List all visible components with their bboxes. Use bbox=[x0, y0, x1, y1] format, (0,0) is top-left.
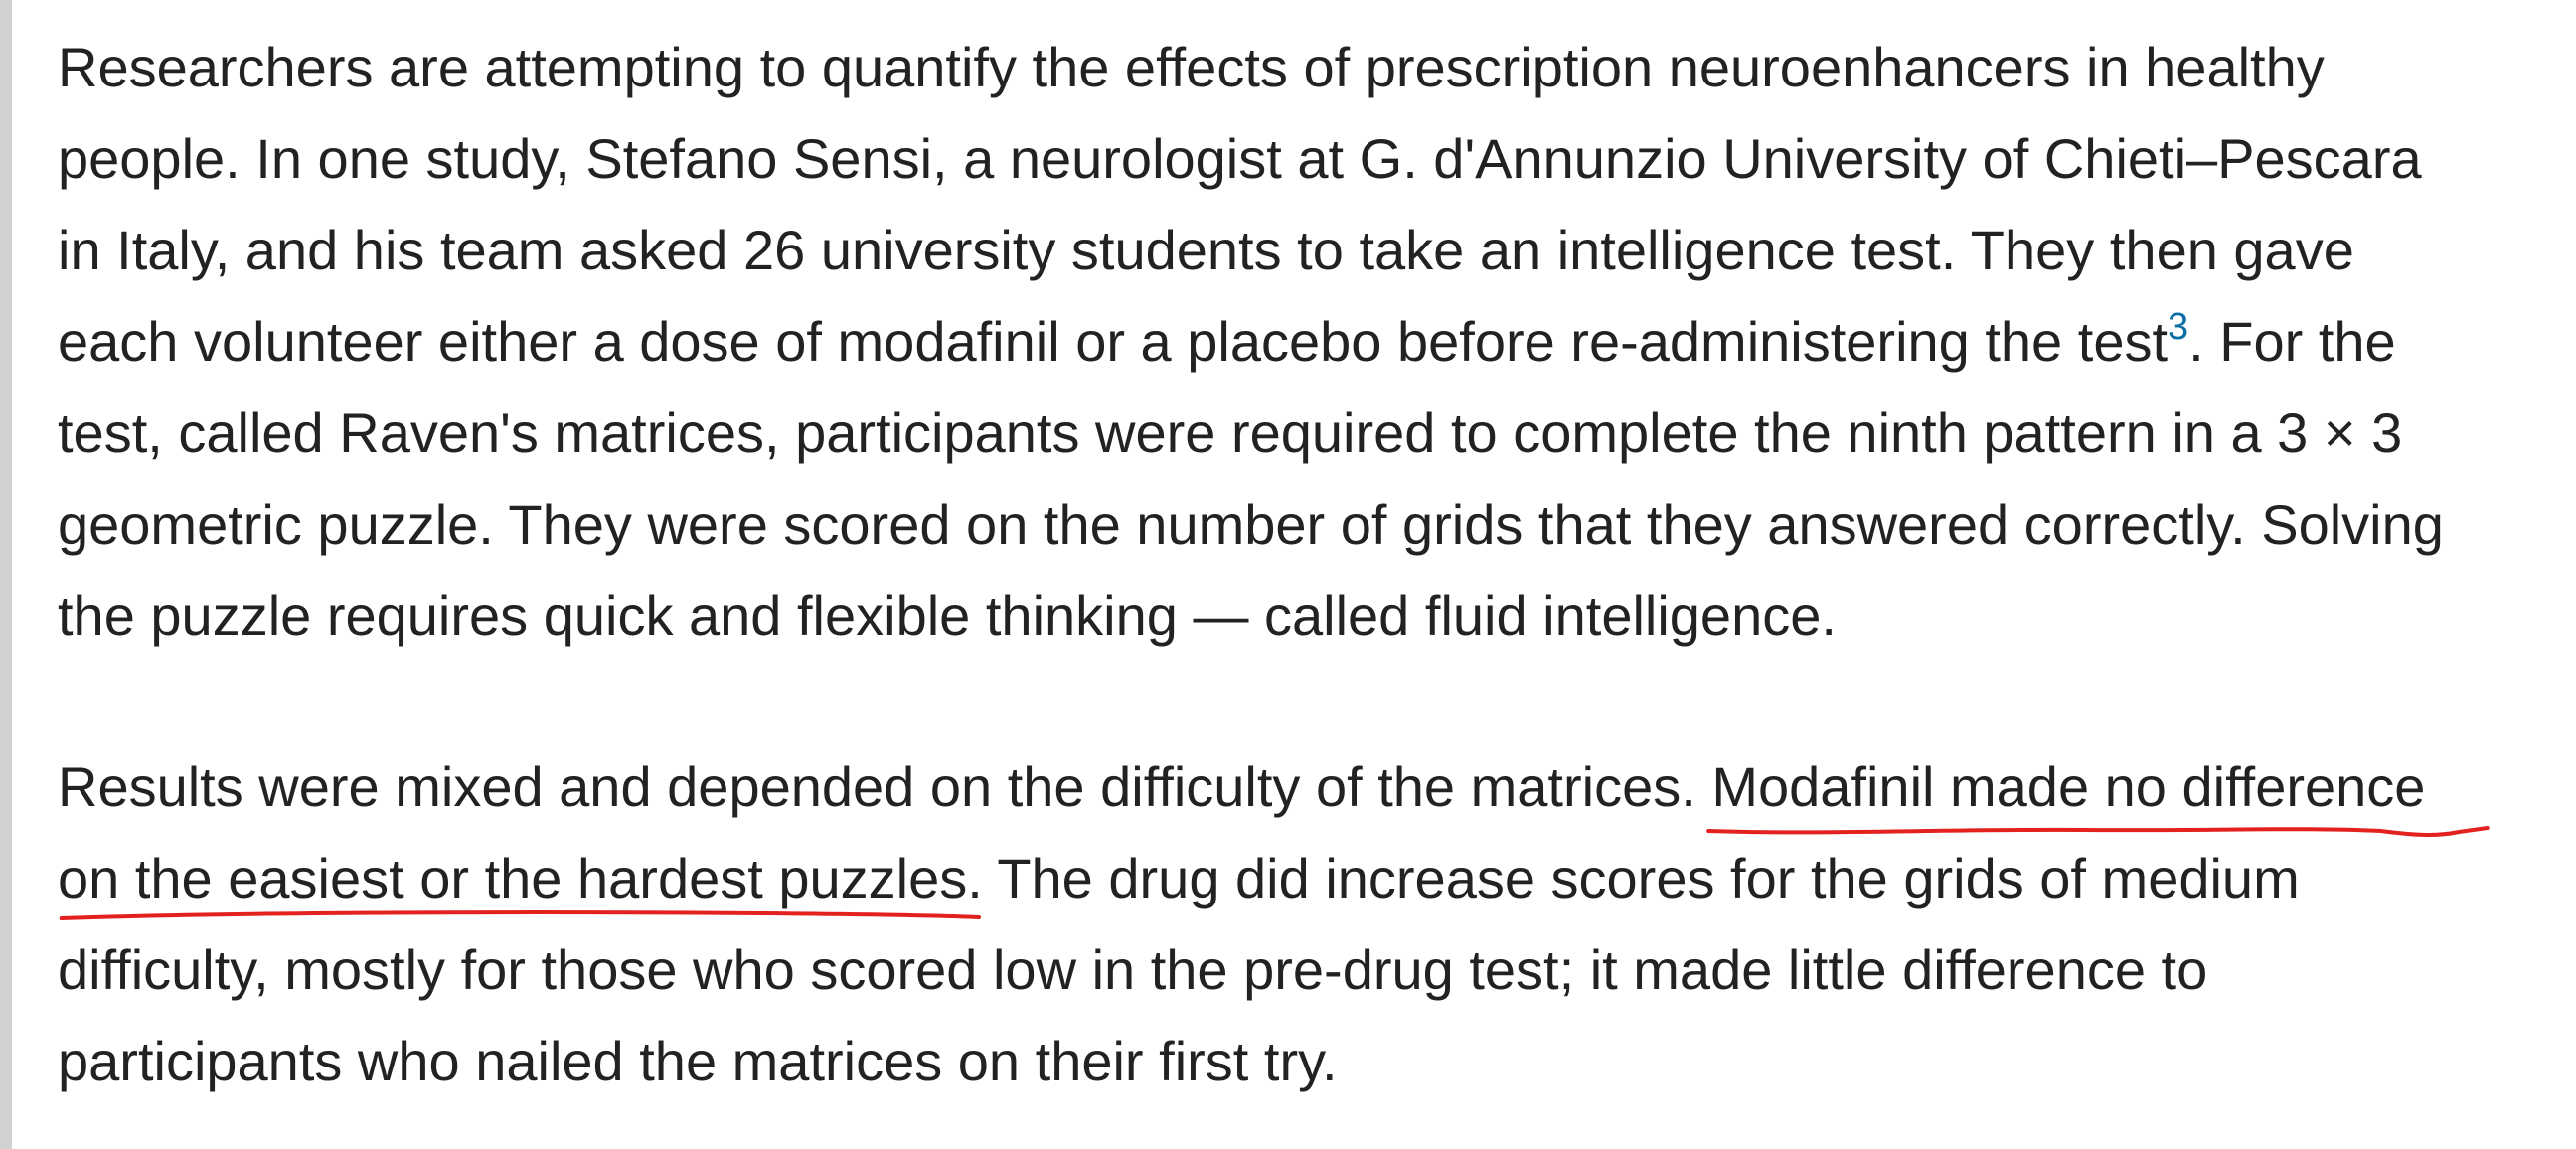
text-line: difficulty, mostly for those who scored … bbox=[58, 938, 2208, 1001]
text-line-with-citation: each volunteer either a dose of modafini… bbox=[58, 296, 2562, 388]
text-line-with-highlight: Results were mixed and depended on the d… bbox=[58, 741, 2562, 833]
text-line: in Italy, and his team asked 26 universi… bbox=[58, 219, 2354, 281]
highlighted-text: on the easiest or the hardest puzzles. bbox=[58, 847, 983, 909]
text-line: participants who nailed the matrices on … bbox=[58, 1030, 1338, 1092]
text-fragment: each volunteer either a dose of modafini… bbox=[58, 310, 2169, 373]
text-line: the puzzle requires quick and flexible t… bbox=[58, 584, 1837, 647]
text-fragment: The drug did increase scores for the gri… bbox=[982, 847, 2300, 909]
paragraph-results: Results were mixed and depended on the d… bbox=[58, 741, 2562, 1107]
left-border-rule bbox=[0, 0, 12, 1149]
highlighted-text: Modafinil made no difference bbox=[1711, 755, 2426, 818]
annotated-phrase: Modafinil made no difference bbox=[1711, 741, 2425, 833]
annotated-phrase: on the easiest or the hardest puzzles. bbox=[58, 833, 983, 924]
citation-link[interactable]: 3 bbox=[2168, 306, 2189, 348]
text-line: geometric puzzle. They were scored on th… bbox=[58, 493, 2444, 556]
text-line: Researchers are attempting to quantify t… bbox=[58, 36, 2325, 98]
text-line-with-highlight: on the easiest or the hardest puzzles. T… bbox=[58, 833, 2562, 924]
text-fragment: . For the bbox=[2188, 310, 2396, 373]
text-fragment: Results were mixed and depended on the d… bbox=[58, 755, 1712, 818]
text-line: people. In one study, Stefano Sensi, a n… bbox=[58, 127, 2422, 190]
paragraph-study-description: Researchers are attempting to quantify t… bbox=[58, 22, 2562, 662]
text-line: test, called Raven's matrices, participa… bbox=[58, 402, 2403, 464]
